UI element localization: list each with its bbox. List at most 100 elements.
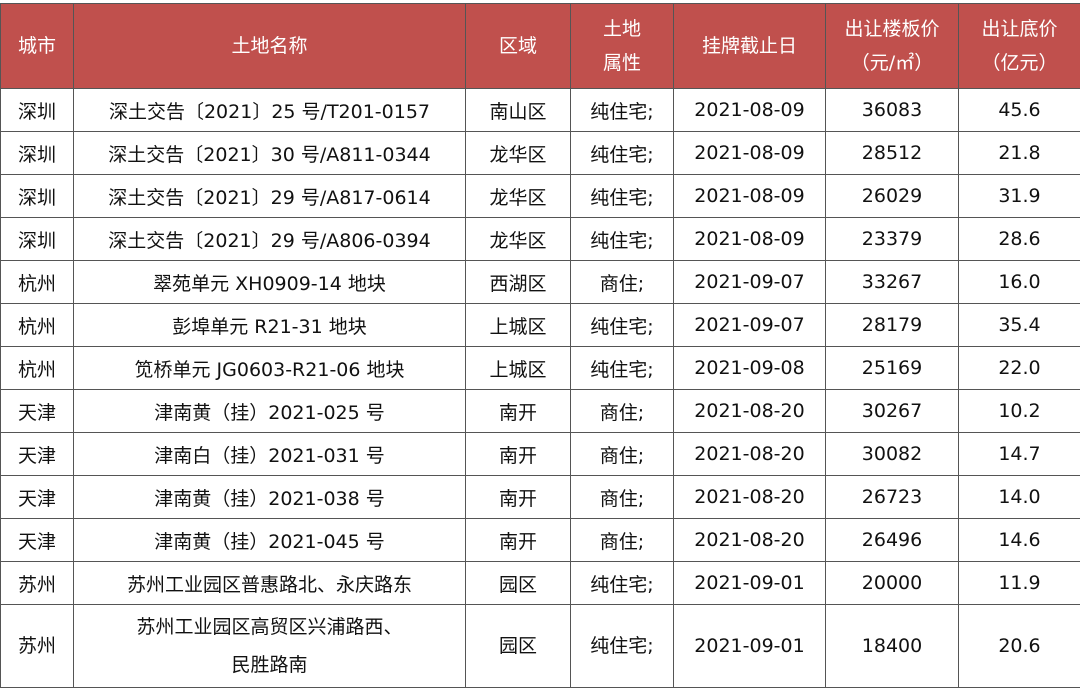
cell-base-price: 45.6	[958, 88, 1080, 132]
cell-land-type: 商住;	[570, 260, 674, 304]
cell-floor-price: 33267	[825, 260, 959, 304]
cell-land-name: 津南黄（挂）2021-045 号	[73, 518, 466, 562]
cell-land-name: 苏州工业园区高贸区兴浦路西、 民胜路南	[73, 604, 466, 688]
cell-floor-price: 26723	[825, 475, 959, 519]
cell-land-name: 深土交告〔2021〕30 号/A811-0344	[73, 131, 466, 175]
cell-land-name: 笕桥单元 JG0603-R21-06 地块	[73, 346, 466, 390]
cell-base-price: 21.8	[958, 131, 1080, 175]
cell-land-type: 商住;	[570, 518, 674, 562]
cell-district: 南开	[465, 518, 571, 562]
cell-city: 天津	[0, 475, 74, 519]
cell-land-type: 纯住宅;	[570, 88, 674, 132]
cell-base-price: 28.6	[958, 217, 1080, 261]
cell-deadline: 2021-08-20	[673, 389, 826, 433]
cell-deadline: 2021-08-09	[673, 217, 826, 261]
cell-land-type: 纯住宅;	[570, 604, 674, 688]
table-row: 苏州 苏州工业园区普惠路北、永庆路东 园区 纯住宅; 2021-09-01 20000 11…	[0, 561, 1080, 605]
cell-district: 龙华区	[465, 131, 571, 175]
cell-city: 深圳	[0, 131, 74, 175]
cell-city: 深圳	[0, 88, 74, 132]
cell-deadline: 2021-09-07	[673, 303, 826, 347]
table-row: 天津 津南黄（挂）2021-038 号南开 商住; 2021-08-20 26723 14…	[0, 475, 1080, 519]
cell-base-price: 35.4	[958, 303, 1080, 347]
cell-base-price: 16.0	[958, 260, 1080, 304]
cell-land-name: 翠苑单元 XH0909-14 地块	[73, 260, 466, 304]
cell-land-type: 纯住宅;	[570, 346, 674, 390]
cell-floor-price: 30082	[825, 432, 959, 476]
cell-city: 苏州	[0, 561, 74, 605]
cell-district: 上城区	[465, 346, 571, 390]
table-row: 杭州 笕桥单元 JG0603-R21-06 地块 上城区 纯住宅; 2021-09-08…	[0, 346, 1080, 390]
table-row: 杭州 彭埠单元 R21-31 地块 上城区 纯住宅; 2021-09-07 28179 35…	[0, 303, 1080, 347]
table-row: 天津 津南黄（挂）2021-025 号南开 商住; 2021-08-20 30267 10…	[0, 389, 1080, 433]
cell-deadline: 2021-08-20	[673, 518, 826, 562]
cell-base-price: 14.0	[958, 475, 1080, 519]
header-district: 区域	[465, 3, 571, 89]
cell-district: 龙华区	[465, 174, 571, 218]
cell-base-price: 11.9	[958, 561, 1080, 605]
header-deadline: 挂牌截止日	[673, 3, 826, 89]
cell-base-price: 20.6	[958, 604, 1080, 688]
cell-floor-price: 36083	[825, 88, 959, 132]
table-row: 天津 津南黄（挂）2021-045 号南开 商住; 2021-08-20 26496 14…	[0, 518, 1080, 562]
cell-land-name: 彭埠单元 R21-31 地块	[73, 303, 466, 347]
cell-deadline: 2021-08-09	[673, 174, 826, 218]
header-floor-price: 出让楼板价 （元/㎡）	[825, 3, 959, 89]
table-row: 深圳 深土交告〔2021〕29 号/A806-0394 龙华区 纯住宅; 2021-08…	[0, 217, 1080, 261]
header-land-type: 土地 属性	[570, 3, 674, 89]
cell-floor-price: 20000	[825, 561, 959, 605]
table-row: 深圳 深土交告〔2021〕29 号/A817-0614 龙华区 纯住宅; 2021-08…	[0, 174, 1080, 218]
cell-land-type: 纯住宅;	[570, 131, 674, 175]
cell-district: 南开	[465, 389, 571, 433]
cell-land-name: 津南黄（挂）2021-025 号	[73, 389, 466, 433]
cell-floor-price: 23379	[825, 217, 959, 261]
land-table: 城市 土地名称 区域 土地 属性 挂牌截止日 出让楼板价 （元/㎡） 出让底价 （亿元） 深…	[0, 3, 1080, 688]
cell-land-type: 纯住宅;	[570, 561, 674, 605]
cell-deadline: 2021-09-01	[673, 604, 826, 688]
cell-district: 南开	[465, 475, 571, 519]
cell-floor-price: 28512	[825, 131, 959, 175]
cell-land-name: 深土交告〔2021〕29 号/A806-0394	[73, 217, 466, 261]
cell-city: 深圳	[0, 174, 74, 218]
header-base-price: 出让底价 （亿元）	[958, 3, 1080, 89]
cell-district: 龙华区	[465, 217, 571, 261]
cell-city: 天津	[0, 432, 74, 476]
header-land-name: 土地名称	[73, 3, 466, 89]
cell-district: 上城区	[465, 303, 571, 347]
table-row: 杭州 翠苑单元 XH0909-14 地块 西湖区 商住; 2021-09-07 33267…	[0, 260, 1080, 304]
cell-city: 天津	[0, 518, 74, 562]
cell-land-type: 商住;	[570, 475, 674, 519]
cell-floor-price: 26029	[825, 174, 959, 218]
cell-deadline: 2021-09-08	[673, 346, 826, 390]
header-city: 城市	[0, 3, 74, 89]
cell-city: 深圳	[0, 217, 74, 261]
cell-city: 杭州	[0, 303, 74, 347]
cell-floor-price: 25169	[825, 346, 959, 390]
cell-city: 苏州	[0, 604, 74, 688]
cell-floor-price: 18400	[825, 604, 959, 688]
cell-deadline: 2021-08-20	[673, 475, 826, 519]
cell-land-type: 商住;	[570, 432, 674, 476]
cell-floor-price: 30267	[825, 389, 959, 433]
cell-base-price: 14.6	[958, 518, 1080, 562]
cell-base-price: 31.9	[958, 174, 1080, 218]
cell-district: 西湖区	[465, 260, 571, 304]
cell-land-name: 深土交告〔2021〕25 号/T201-0157	[73, 88, 466, 132]
cell-deadline: 2021-09-01	[673, 561, 826, 605]
cell-city: 天津	[0, 389, 74, 433]
cell-district: 园区	[465, 604, 571, 688]
cell-city: 杭州	[0, 346, 74, 390]
cell-land-type: 纯住宅;	[570, 174, 674, 218]
cell-district: 南开	[465, 432, 571, 476]
cell-land-name: 津南白（挂）2021-031 号	[73, 432, 466, 476]
table-row: 深圳 深土交告〔2021〕25 号/T201-0157 南山区 纯住宅; 2021-08…	[0, 88, 1080, 132]
cell-base-price: 22.0	[958, 346, 1080, 390]
cell-floor-price: 26496	[825, 518, 959, 562]
cell-city: 杭州	[0, 260, 74, 304]
cell-land-type: 纯住宅;	[570, 303, 674, 347]
cell-land-name: 深土交告〔2021〕29 号/A817-0614	[73, 174, 466, 218]
cell-land-type: 纯住宅;	[570, 217, 674, 261]
cell-deadline: 2021-08-20	[673, 432, 826, 476]
cell-district: 园区	[465, 561, 571, 605]
cell-deadline: 2021-08-09	[673, 88, 826, 132]
